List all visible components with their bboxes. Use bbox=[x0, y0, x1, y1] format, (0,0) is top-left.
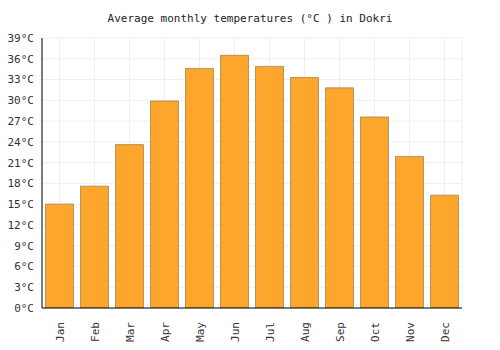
svg-text:24°C: 24°C bbox=[8, 136, 34, 149]
svg-text:6°C: 6°C bbox=[14, 260, 34, 273]
svg-text:Jun: Jun bbox=[229, 322, 242, 342]
svg-text:36°C: 36°C bbox=[8, 53, 34, 66]
svg-text:3°C: 3°C bbox=[14, 281, 34, 294]
svg-text:33°C: 33°C bbox=[8, 73, 34, 86]
svg-text:Nov: Nov bbox=[404, 322, 417, 342]
svg-text:9°C: 9°C bbox=[14, 240, 34, 253]
svg-text:12°C: 12°C bbox=[8, 219, 34, 232]
svg-text:Dec: Dec bbox=[439, 322, 452, 342]
svg-text:Mar: Mar bbox=[124, 322, 137, 342]
svg-text:18°C: 18°C bbox=[8, 177, 34, 190]
svg-text:15°C: 15°C bbox=[8, 198, 34, 211]
svg-text:39°C: 39°C bbox=[8, 32, 34, 45]
svg-text:27°C: 27°C bbox=[8, 115, 34, 128]
svg-text:Jan: Jan bbox=[54, 322, 67, 342]
svg-text:30°C: 30°C bbox=[8, 94, 34, 107]
html-text:Average monthly temperatures (: Average monthly temperatures (°C ) in Do… bbox=[107, 12, 393, 25]
svg-text:Aug: Aug bbox=[299, 322, 312, 342]
svg-text:Feb: Feb bbox=[89, 322, 102, 342]
svg-text:Oct: Oct bbox=[369, 322, 382, 342]
svg-text:Apr: Apr bbox=[159, 322, 172, 342]
svg-text:21°C: 21°C bbox=[8, 157, 34, 170]
svg-text:Sep: Sep bbox=[334, 322, 347, 342]
svg-text:0°C: 0°C bbox=[14, 302, 34, 315]
svg-text:May: May bbox=[194, 322, 207, 342]
svg-text:Jul: Jul bbox=[264, 322, 277, 342]
